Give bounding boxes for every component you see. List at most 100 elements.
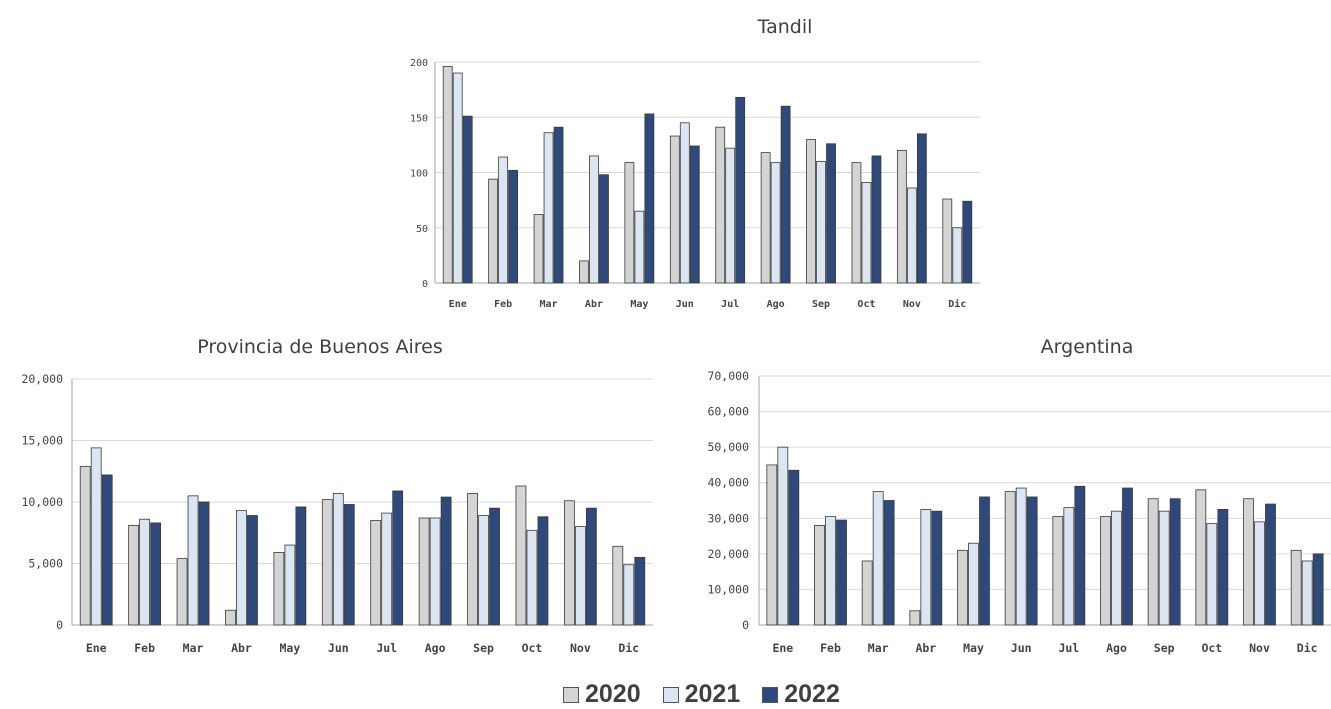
bar-2021-oct <box>861 182 872 284</box>
bar-2020-sep <box>467 492 478 626</box>
bar-2020-jul <box>1052 516 1064 626</box>
x-tick-label: Feb <box>494 299 512 310</box>
chart-argentina-plot: 0 10,000 20,000 30,000 40,000 50,000 60,000 70,… <box>707 369 1331 655</box>
bar-2022-nov <box>1265 503 1276 626</box>
y-tick-label: 20,000 <box>21 372 63 386</box>
chart-argentina: Argentina 0 10,000 20,000 30,000 40,000 50,00… <box>683 330 1331 670</box>
legend-label: 2021 <box>684 680 741 708</box>
x-tick-label: Jul <box>721 299 739 310</box>
x-tick-label: May <box>630 299 648 310</box>
bar-2021-may <box>284 544 296 626</box>
bar-2022-nov <box>916 133 927 284</box>
bar-2020-jul <box>715 126 726 284</box>
x-tick-label: Sep <box>812 299 830 310</box>
bar-2021-mar <box>872 491 884 626</box>
bar-2021-jun <box>679 122 690 284</box>
bar-2022-sep <box>1169 498 1181 626</box>
chart-title: Provincia de Buenos Aires <box>197 336 443 358</box>
x-tick-label: May <box>963 641 984 655</box>
bar-2021-ago <box>429 517 441 626</box>
bar-2022-mar <box>553 126 564 284</box>
bar-2022-jun <box>343 504 355 626</box>
bar-2021-abr <box>920 508 932 626</box>
bar-2021-dic <box>1301 560 1313 626</box>
bar-2020-dic <box>1290 549 1302 626</box>
x-tick-label: Feb <box>820 641 841 655</box>
bar-2022-abr <box>247 515 258 626</box>
x-tick-label: Ago <box>425 641 446 655</box>
bar-2022-feb <box>508 169 519 284</box>
x-tick-label: Mar <box>183 641 204 655</box>
y-tick-label: 0 <box>56 618 63 632</box>
bar-2021-ene <box>777 446 789 626</box>
legend-label: 2020 <box>585 680 641 708</box>
y-tick-label: 0 <box>422 279 428 290</box>
bar-2020-nov <box>1243 498 1254 626</box>
x-tick-label: Ago <box>1106 641 1127 655</box>
bar-2020-mar <box>176 558 188 626</box>
chart-provincia-plot: 0 5,000 10,000 15,000 20,000 Ene Feb Mar Abr May J… <box>21 372 653 655</box>
bar-2022-sep <box>826 143 836 284</box>
bar-2022-dic <box>1312 553 1324 626</box>
bar-2021-jul <box>1063 507 1075 626</box>
bar-2021-sep <box>1158 510 1170 626</box>
bar-2022-may <box>979 496 990 626</box>
x-tick-label: Oct <box>1201 641 1222 655</box>
y-tick-label: 50 <box>416 224 428 235</box>
bar-2021-dic <box>952 227 963 284</box>
bar-2021-ago <box>770 162 781 284</box>
x-tick-label: Ene <box>449 299 467 310</box>
x-tick-label: Oct <box>857 299 875 310</box>
y-tick-label: 20,000 <box>707 547 749 561</box>
bar-2022-jun <box>689 145 700 284</box>
x-tick-label: Dic <box>618 641 639 655</box>
bar-2022-may <box>295 506 307 626</box>
bar-2022-oct <box>1217 508 1229 626</box>
y-tick-label: 30,000 <box>707 511 749 525</box>
bar-2022-feb <box>836 519 847 626</box>
bar-2020-sep <box>1147 498 1159 626</box>
x-tick-label: Dic <box>948 298 966 310</box>
y-tick-label: 200 <box>410 58 428 69</box>
x-tick-label: Nov <box>903 299 921 310</box>
bar-2021-jun <box>332 492 344 626</box>
bar-2020-nov <box>896 149 907 284</box>
bar-2021-abr <box>236 510 247 626</box>
chart-title: Argentina <box>1040 336 1134 358</box>
y-tick-label: 60,000 <box>707 405 749 419</box>
bar-2020-mar <box>533 214 544 284</box>
x-tick-label: Abr <box>585 299 603 310</box>
bar-2022-mar <box>883 500 895 626</box>
y-tick-label: 10,000 <box>21 495 63 509</box>
bar-2021-sep <box>478 515 489 626</box>
bar-2022-ene <box>101 474 113 626</box>
legend-item-2021: 2021 <box>662 680 741 709</box>
x-tick-label: May <box>279 641 300 655</box>
chart-title: Tandil <box>757 16 813 38</box>
bar-2022-oct <box>871 155 882 284</box>
bar-2020-dic <box>942 198 953 284</box>
legend-swatch-2021 <box>662 686 679 703</box>
x-tick-label: Jun <box>328 641 349 655</box>
bar-2020-feb <box>814 524 825 626</box>
bar-2020-abr <box>909 610 921 626</box>
bar-2020-jun <box>669 135 680 284</box>
bar-2020-abr <box>579 260 589 284</box>
bar-2020-may <box>624 162 635 284</box>
bar-2020-ago <box>1100 516 1111 626</box>
y-tick-label: 40,000 <box>707 476 749 490</box>
y-tick-label: 0 <box>742 618 749 632</box>
bar-2022-ene <box>462 115 473 284</box>
y-tick-label: 15,000 <box>21 434 63 448</box>
legend: 2020 2021 2022 <box>563 680 862 709</box>
y-tick-label: 150 <box>410 113 428 124</box>
x-tick-label: Nov <box>1249 641 1270 655</box>
x-tick-label: Nov <box>570 641 591 655</box>
bar-2021-feb <box>498 156 509 284</box>
bar-2022-jul <box>1074 485 1086 626</box>
bar-2022-jun <box>1026 496 1038 626</box>
x-tick-label: Dic <box>1297 641 1318 655</box>
bar-2020-ene <box>766 464 778 626</box>
bar-2020-may <box>957 549 968 626</box>
bar-2020-oct <box>515 485 527 626</box>
